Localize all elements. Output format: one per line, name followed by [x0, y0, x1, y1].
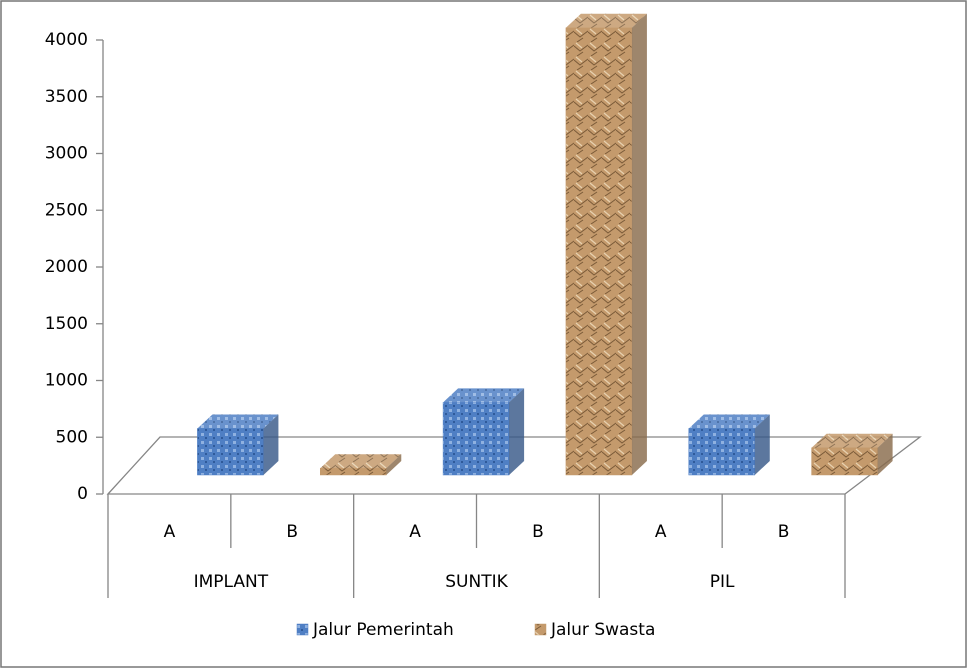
bar: [442, 388, 525, 476]
y-tick-label: 1500: [45, 314, 88, 334]
bar-side: [509, 388, 525, 475]
bar-top: [688, 414, 770, 429]
bar-front: [197, 428, 264, 476]
x-tick-label: A: [409, 522, 421, 542]
bar-side: [263, 414, 279, 475]
bar-front: [688, 428, 755, 476]
bar-top: [565, 13, 647, 28]
y-tick-label: 0: [77, 484, 88, 504]
bar-side: [877, 433, 893, 475]
bar-front: [320, 467, 387, 476]
y-tick-label: 1000: [45, 371, 88, 391]
bar: [320, 454, 402, 476]
bar-side: [386, 454, 402, 475]
bar-front: [442, 402, 510, 476]
y-tick-label: 3500: [45, 87, 88, 107]
bar-front: [811, 447, 878, 476]
bar-side-shade: [386, 454, 402, 475]
bar-side-shade: [263, 414, 279, 475]
legend-swatch: [534, 623, 547, 636]
bar-front: [565, 27, 633, 476]
group-label: IMPLANT: [194, 572, 269, 592]
bar: [565, 13, 647, 476]
x-tick-label: A: [655, 522, 667, 542]
group-label: SUNTIK: [445, 572, 508, 592]
bar-side: [754, 414, 770, 475]
x-tick-label: B: [778, 522, 790, 542]
group-label: PIL: [710, 572, 735, 592]
bar-top: [320, 454, 402, 469]
bar-side-shade: [754, 414, 770, 475]
bar: [688, 414, 770, 476]
legend-label: Jalur Swasta: [550, 620, 655, 640]
bar-top: [197, 414, 279, 429]
bar-side-shade: [509, 388, 525, 475]
y-tick-label: 3000: [45, 144, 88, 164]
y-tick-label: 4000: [45, 30, 88, 50]
x-tick-label: B: [532, 522, 544, 542]
x-tick-label: A: [164, 522, 176, 542]
bar-side-shade: [631, 13, 647, 476]
bar-side: [631, 13, 647, 476]
y-tick-label: 500: [56, 427, 88, 447]
bar-side-shade: [877, 433, 893, 475]
bar-top: [443, 388, 525, 403]
bar-top: [811, 433, 893, 448]
legend-swatch: [296, 623, 309, 636]
bar: [197, 414, 279, 476]
bar: [811, 433, 893, 476]
y-tick-label: 2500: [45, 200, 88, 220]
legend-label: Jalur Pemerintah: [312, 620, 454, 640]
x-tick-label: B: [286, 522, 298, 542]
y-tick-label: 2000: [45, 257, 88, 277]
